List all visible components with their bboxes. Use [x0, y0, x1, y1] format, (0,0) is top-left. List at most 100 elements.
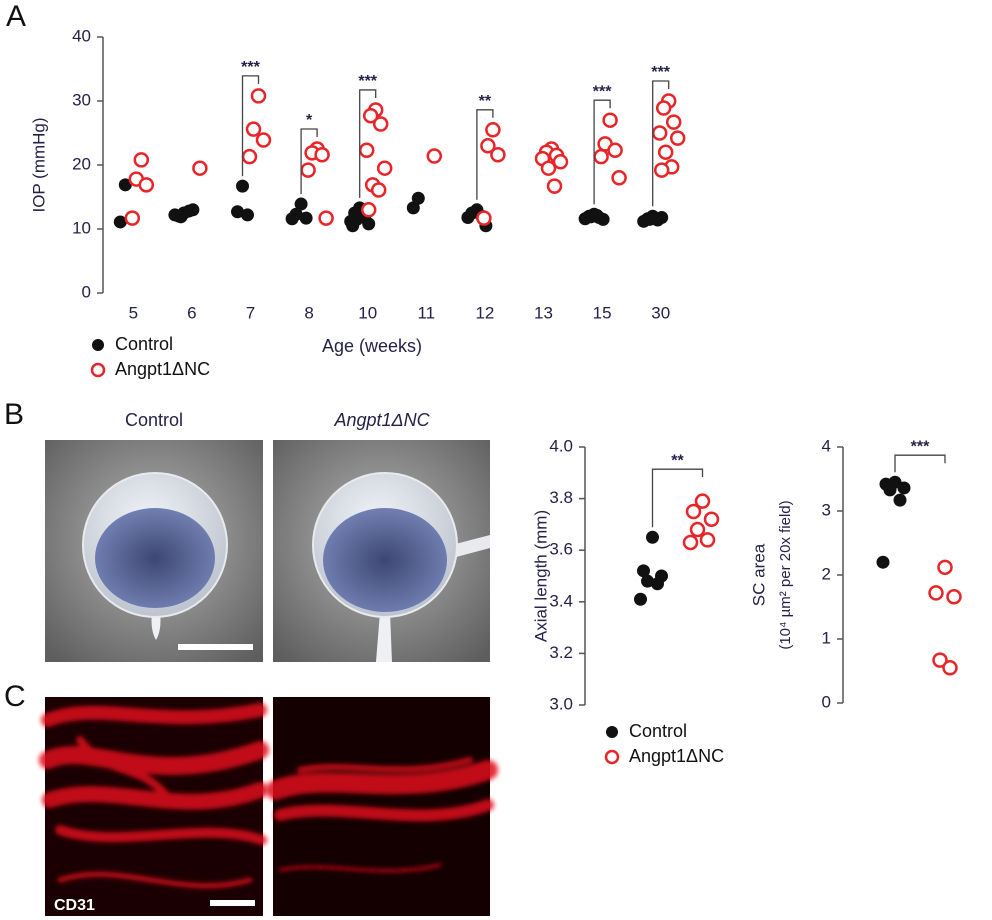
significance-label: *** — [358, 73, 377, 90]
data-point — [138, 177, 155, 193]
data-point — [928, 585, 944, 601]
x-tick-label: 8 — [304, 303, 313, 322]
data-point — [174, 210, 188, 224]
legend-label: Angpt1ΔNC — [629, 746, 724, 766]
data-point — [946, 589, 962, 605]
data-point — [552, 154, 569, 170]
y-tick-label: 4.0 — [549, 436, 573, 455]
data-point — [490, 147, 506, 163]
data-point — [653, 162, 670, 178]
data-point — [897, 481, 911, 495]
legend-marker — [606, 726, 618, 738]
y-tick-label: 40 — [72, 26, 91, 45]
data-point — [231, 205, 244, 219]
significance-bracket — [300, 128, 318, 195]
significance-label: *** — [593, 83, 612, 100]
data-point — [255, 132, 272, 148]
data-point — [607, 142, 623, 159]
data-point — [655, 100, 672, 116]
x-axis-label: Age (weeks) — [322, 336, 422, 356]
panel-label: A — [6, 0, 26, 33]
x-tick-label: 11 — [417, 303, 435, 322]
cd31-image-control: CD31 — [39, 697, 269, 916]
y-tick-label: 10 — [72, 218, 91, 237]
y-tick-label: 3.0 — [549, 694, 573, 713]
data-point — [485, 122, 501, 138]
panel-label: C — [4, 680, 26, 713]
y-axis-label: (10⁴ µm² per 20x field) — [777, 500, 794, 649]
data-point — [376, 160, 393, 176]
data-point — [299, 211, 313, 225]
data-point — [314, 147, 330, 163]
data-point — [124, 210, 141, 226]
y-tick-label: 0 — [822, 692, 831, 711]
x-tick-label: 7 — [246, 303, 255, 322]
eye-photo-control — [45, 440, 263, 662]
y-tick-label: 2 — [822, 564, 831, 583]
y-tick-label: 3.4 — [549, 591, 573, 610]
legend-label: Control — [115, 334, 173, 354]
data-point — [186, 203, 200, 217]
data-point — [685, 503, 702, 520]
data-point — [694, 493, 711, 509]
data-point — [703, 511, 720, 527]
x-tick-label: 10 — [358, 303, 377, 322]
y-tick-label: 3 — [822, 500, 831, 519]
data-point — [285, 212, 299, 226]
significance-bracket — [651, 468, 704, 528]
data-point — [546, 178, 563, 194]
data-point — [133, 152, 150, 168]
y-tick-label: 0 — [82, 282, 91, 301]
data-point — [699, 532, 716, 548]
y-axis-label: IOP (mmHg) — [29, 117, 48, 212]
significance-label: * — [306, 112, 313, 129]
x-tick-label: 5 — [129, 303, 138, 322]
data-point — [236, 179, 249, 193]
data-point — [655, 210, 669, 224]
data-point — [318, 210, 334, 226]
data-point — [346, 219, 360, 233]
data-point — [362, 107, 379, 124]
data-point — [241, 208, 254, 222]
significance-bracket — [652, 80, 670, 207]
data-point — [682, 534, 699, 551]
data-point — [461, 210, 475, 224]
eye-photo-mutant — [273, 440, 490, 662]
legend-label: Control — [629, 721, 687, 741]
photo-title: Angpt1ΔNC — [333, 410, 430, 430]
data-point — [893, 493, 907, 507]
data-point — [540, 160, 557, 176]
data-point — [294, 197, 308, 211]
data-point — [113, 215, 127, 229]
data-point — [406, 201, 420, 215]
data-point — [937, 559, 953, 576]
data-point — [372, 116, 389, 132]
photo-title: Control — [125, 410, 183, 430]
y-tick-label: 3.6 — [549, 540, 573, 559]
cd31-image-mutant — [266, 697, 498, 916]
data-point — [476, 210, 492, 226]
data-point — [593, 148, 609, 165]
legend-marker — [90, 362, 106, 378]
data-point — [358, 142, 375, 159]
significance-bracket — [593, 99, 611, 205]
significance-bracket — [476, 109, 494, 200]
y-tick-label: 1 — [822, 628, 831, 647]
data-point — [250, 88, 267, 104]
data-point — [646, 530, 659, 544]
data-point — [370, 182, 387, 198]
data-point — [426, 148, 443, 164]
x-tick-label: 6 — [187, 303, 196, 322]
significance-bracket — [359, 89, 377, 198]
data-point — [643, 212, 657, 226]
data-point — [669, 130, 686, 146]
data-point — [689, 521, 706, 538]
data-point — [602, 112, 618, 128]
legend-label: Angpt1ΔNC — [115, 359, 210, 379]
y-tick-label: 3.2 — [549, 643, 573, 662]
significance-label: ** — [479, 93, 492, 110]
significance-label: ** — [671, 452, 684, 469]
y-tick-label: 4 — [822, 436, 831, 455]
